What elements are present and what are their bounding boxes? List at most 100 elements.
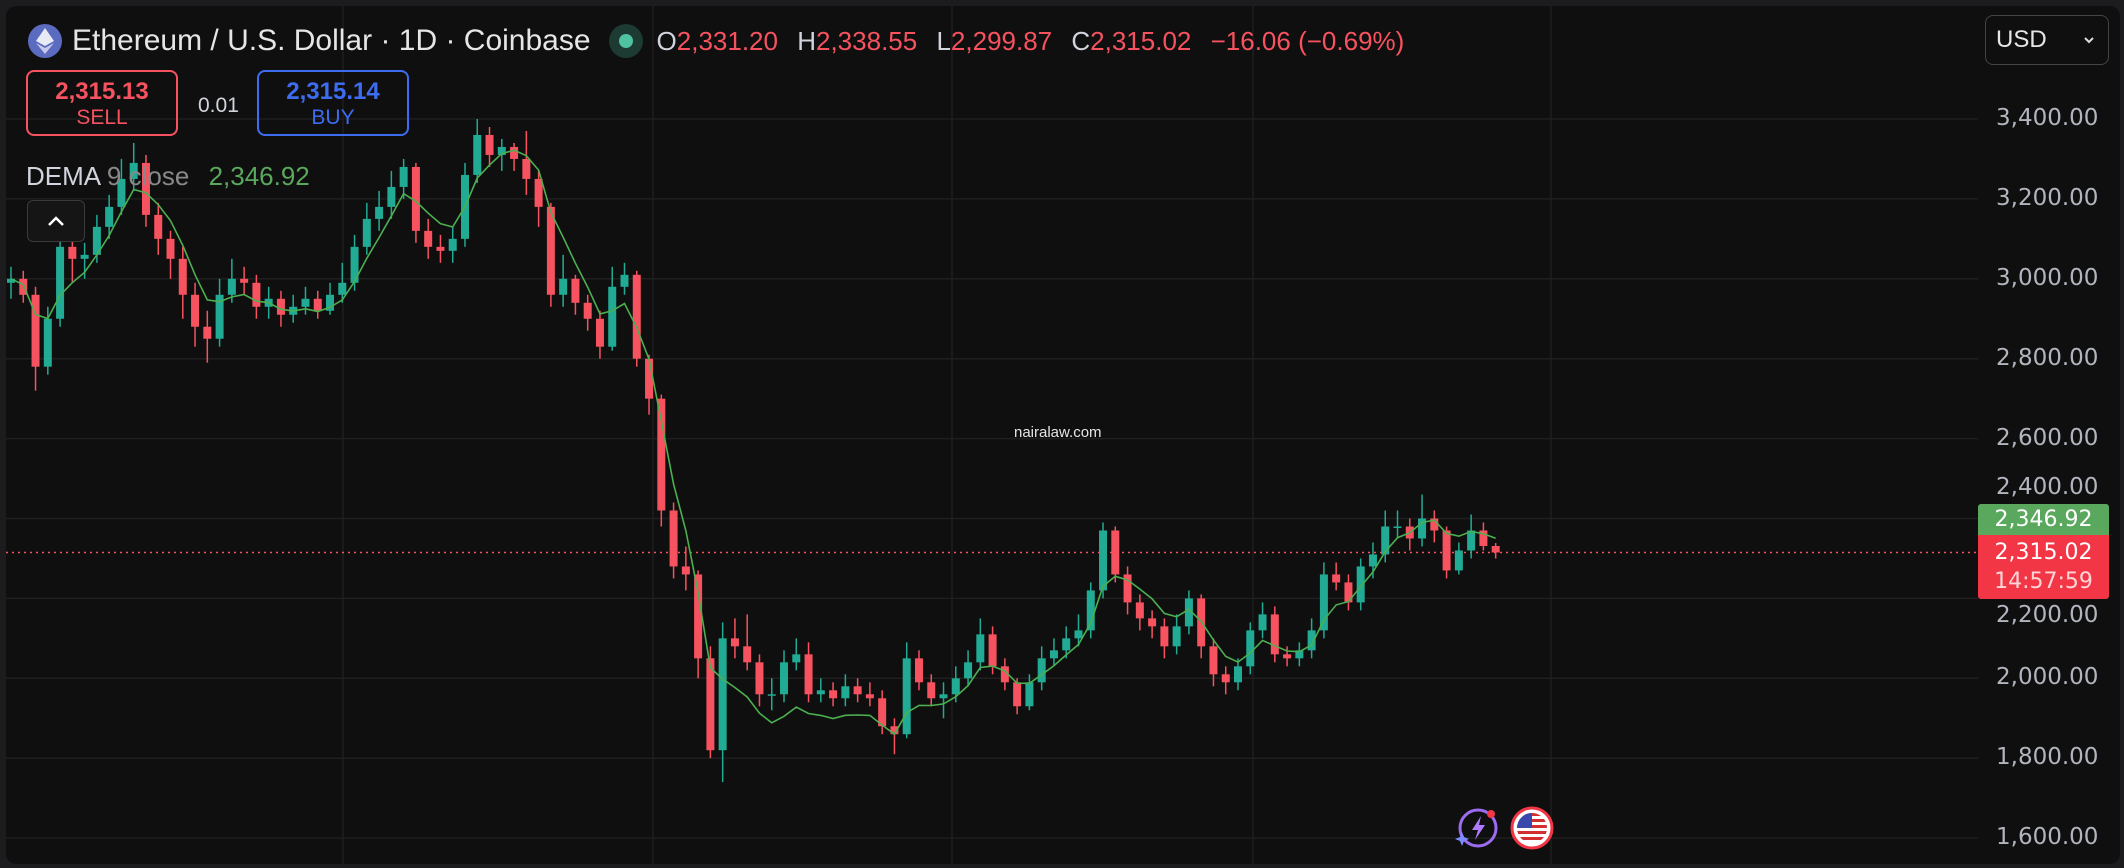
dema-price-tag: 2,346.92 xyxy=(1978,504,2109,535)
candle-body xyxy=(7,278,15,283)
candle-body xyxy=(1479,530,1488,546)
dema-legend[interactable]: DEMA 9 close 2,346.92 xyxy=(26,161,310,192)
dema-name: DEMA xyxy=(26,161,100,191)
candle-body xyxy=(657,398,666,511)
candle-body xyxy=(313,298,322,311)
candle-body xyxy=(1234,666,1242,683)
market-open-dot xyxy=(608,24,643,58)
candle-body xyxy=(595,318,604,347)
candle-body xyxy=(510,146,519,159)
y-tick-label: 1,600.00 xyxy=(1996,824,2099,851)
candle-body xyxy=(853,686,862,695)
sell-button[interactable]: 2,315.13 SELL xyxy=(26,70,178,136)
candle-body xyxy=(976,634,985,663)
candle-body xyxy=(68,246,77,259)
candle-body xyxy=(105,206,114,227)
candle-body xyxy=(841,686,850,699)
candle-body xyxy=(448,238,457,251)
candle-body xyxy=(620,274,629,287)
chevron-down-icon xyxy=(2084,37,2094,44)
candle-body xyxy=(718,638,727,751)
candle-body xyxy=(1013,682,1022,707)
candle-body xyxy=(522,158,531,179)
y-tick-label: 2,000.00 xyxy=(1996,664,2099,691)
currency-value: USD xyxy=(1996,26,2047,53)
candle-body xyxy=(1221,674,1230,683)
candle-body xyxy=(927,682,936,699)
candle-body xyxy=(1099,530,1108,591)
candle-body xyxy=(240,278,249,283)
candle-body xyxy=(1246,630,1255,667)
candle-body xyxy=(215,294,224,339)
candle-body xyxy=(546,206,555,295)
close-label: C xyxy=(1071,25,1091,56)
candle-body xyxy=(583,302,592,319)
candle-body xyxy=(804,654,813,695)
candle-body xyxy=(424,230,433,247)
candle-body xyxy=(375,206,384,219)
candle-body xyxy=(301,298,310,307)
candle-body xyxy=(166,238,175,259)
candle-body xyxy=(988,634,997,667)
candle-body xyxy=(141,162,150,215)
y-tick-label: 2,400.00 xyxy=(1996,474,2099,500)
candle-body xyxy=(154,214,163,239)
buy-label: BUY xyxy=(311,106,355,129)
change-value: −16.06 (−0.69%) xyxy=(1210,25,1405,56)
dema-length: 9 xyxy=(106,161,122,191)
candle-body xyxy=(1086,590,1095,631)
candle-body xyxy=(497,146,506,155)
candle-body xyxy=(964,662,973,679)
candle-body xyxy=(326,294,335,311)
candle-body xyxy=(362,218,371,247)
bar-countdown: 14:57:59 xyxy=(1994,569,2093,594)
candle-body xyxy=(632,274,641,359)
candle-body xyxy=(436,246,445,251)
candle-body xyxy=(1025,682,1034,707)
candle-body xyxy=(227,278,236,295)
candle-body xyxy=(129,162,138,179)
candle-body xyxy=(645,358,654,399)
candle-body xyxy=(1430,518,1439,531)
candle-body xyxy=(1160,626,1169,647)
ethereum-icon xyxy=(28,24,62,58)
candle-body xyxy=(485,134,494,155)
currency-select[interactable]: USD xyxy=(1985,15,2109,65)
close-value: 2,315.02 xyxy=(1090,25,1192,56)
y-tick-label: 3,400.00 xyxy=(1996,105,2099,131)
candle-body xyxy=(80,254,89,259)
last-price-tag: 2,315.02 14:57:59 xyxy=(1978,535,2109,599)
candle-body xyxy=(92,226,101,255)
candle-body xyxy=(1049,650,1058,659)
candle-body xyxy=(399,166,408,187)
candle-body xyxy=(951,678,960,695)
candle-body xyxy=(117,178,126,207)
buy-button[interactable]: 2,315.14 BUY xyxy=(257,70,409,136)
candle-body xyxy=(534,178,543,207)
candle-body xyxy=(608,286,617,347)
symbol-title[interactable]: Ethereum / U.S. Dollar · 1D · Coinbase xyxy=(72,24,591,57)
candle-body xyxy=(878,698,887,727)
price-chart[interactable] xyxy=(6,6,2120,864)
candle-body xyxy=(780,662,789,695)
candle-body xyxy=(1074,630,1083,639)
candle-body xyxy=(19,278,28,295)
candle-body xyxy=(1258,614,1267,631)
candle-body xyxy=(1123,574,1132,603)
us-flag-icon[interactable] xyxy=(1510,806,1554,850)
sell-price: 2,315.13 xyxy=(55,78,149,105)
y-tick-label: 2,200.00 xyxy=(1996,602,2099,628)
candle-body xyxy=(203,326,212,339)
open-label: O xyxy=(656,25,677,56)
collapse-legend-button[interactable] xyxy=(27,200,85,242)
lightning-sparkle-icon[interactable] xyxy=(1454,806,1498,850)
candle-body xyxy=(1209,646,1218,675)
candle-body xyxy=(1295,650,1304,659)
candle-body xyxy=(191,294,200,327)
candle-body xyxy=(1062,638,1071,651)
candle-body xyxy=(939,694,948,699)
candle-body xyxy=(1307,630,1316,651)
candle-body xyxy=(1356,566,1365,603)
candle-body xyxy=(681,566,690,575)
candle-body xyxy=(902,658,911,735)
